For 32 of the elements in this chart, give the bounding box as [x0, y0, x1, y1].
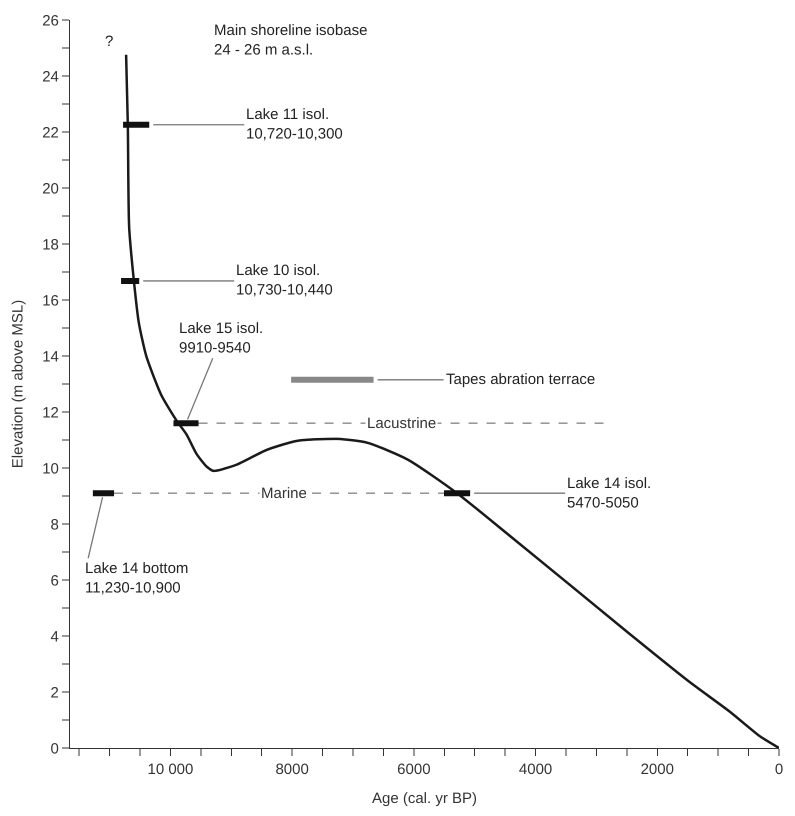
y-tick-label: 12 — [42, 404, 59, 422]
series-label: Marine — [261, 485, 307, 502]
annotation: Main shoreline isobase 24 - 26 m a.s.l. — [214, 22, 368, 58]
y-tick-label: 8 — [50, 516, 59, 534]
y-tick-label: 10 — [42, 460, 59, 478]
y-tick-label: 26 — [42, 12, 59, 30]
annotation: Lake 14 isol. 5470-5050 — [567, 475, 652, 512]
y-tick-label: 2 — [50, 684, 59, 702]
annotation: ? — [105, 33, 114, 50]
y-tick-label: 18 — [42, 236, 59, 254]
annotation: Lake 15 isol. 9910-9540 — [179, 320, 264, 356]
annotation: Lake 10 isol. 10,730-10,440 — [236, 262, 333, 298]
y-tick-label: 0 — [50, 740, 59, 758]
y-axis-title: Elevation (m above MSL) — [9, 300, 26, 468]
annotation: Lake 14 bottom 11,230-10,900 — [85, 560, 188, 596]
x-tick-label: 0 — [774, 761, 784, 778]
annotation: Tapes abration terrace — [446, 371, 596, 388]
series-label: Lacustrine — [367, 415, 436, 432]
x-tick-label: 4000 — [518, 761, 552, 778]
y-tick-label: 14 — [42, 348, 59, 366]
x-tick-label: 2000 — [640, 761, 674, 778]
y-tick-label: 16 — [42, 292, 59, 310]
y-tick-label: 20 — [42, 180, 59, 198]
y-tick-label: 6 — [50, 572, 59, 590]
y-tick-label: 22 — [42, 124, 59, 142]
x-tick-label: 6000 — [397, 761, 431, 778]
x-axis-title: Age (cal. yr BP) — [372, 790, 478, 808]
y-tick-label: 4 — [50, 628, 59, 646]
x-tick-label: 10 000 — [147, 761, 194, 778]
annotation: Lake 11 isol. 10,720-10,300 — [246, 106, 343, 142]
y-tick-label: 24 — [42, 68, 59, 86]
x-tick-label: 8000 — [275, 761, 309, 778]
